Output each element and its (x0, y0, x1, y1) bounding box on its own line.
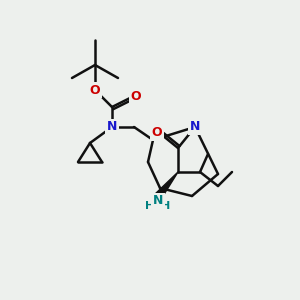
Polygon shape (153, 172, 178, 196)
Text: H: H (161, 201, 171, 211)
Text: O: O (152, 127, 162, 140)
Text: O: O (131, 91, 141, 103)
Text: N: N (190, 121, 200, 134)
Text: O: O (90, 83, 100, 97)
Text: N: N (153, 194, 163, 208)
Text: N: N (107, 121, 117, 134)
Text: H: H (146, 201, 154, 211)
